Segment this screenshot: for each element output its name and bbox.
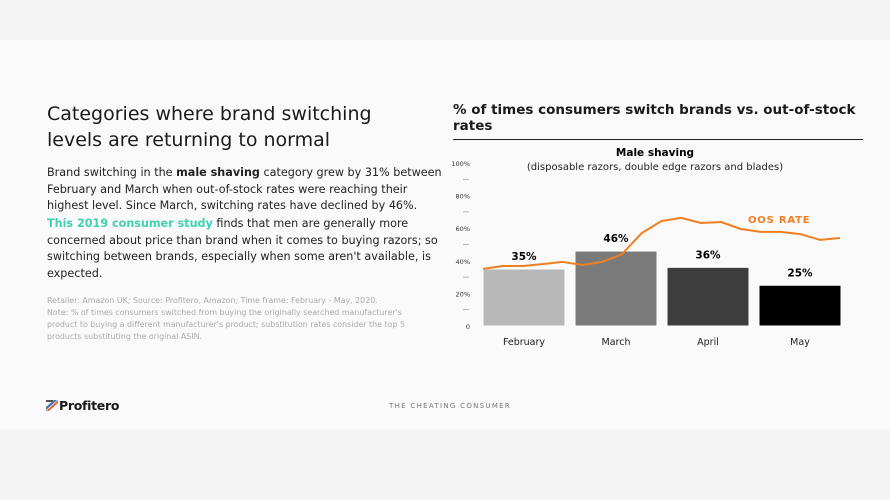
slide [0,40,890,430]
chart-heading: % of times consumers switch brands vs. o… [453,102,863,140]
oos-rate-line [482,216,841,270]
bar-data-label: 35% [511,251,537,263]
profitero-logo: Profitero [46,398,119,413]
slide-title: Categories where brand switching levels … [47,103,372,151]
bar-may [758,284,842,327]
y-tick-label: 100% [451,160,470,168]
source-line: Retailer: Amazon UK; Source: Profitero, … [47,296,378,305]
bold-text: male shaving [176,166,260,179]
y-tick-label: 60% [456,225,470,233]
y-tick-label: 80% [456,193,470,201]
logo-text: Profitero [59,398,120,413]
bar-february [482,268,566,327]
consumer-study-link[interactable]: This 2019 consumer study [47,217,213,230]
source-note: Retailer: Amazon UK; Source: Profitero, … [47,295,427,343]
bar-data-label: 25% [787,267,813,279]
chart-subtitle: (disposable razors, double edge razors a… [527,162,783,173]
text: Brand switching in the [47,166,177,179]
body-paragraph-1: Brand switching in the male shaving cate… [47,165,447,215]
x-tick-label: February [503,337,545,348]
body-paragraph-2: This 2019 consumer study finds that men … [47,216,447,282]
chart-title: Male shaving [616,147,694,159]
text: finds that men are generally more concer… [47,217,438,280]
text: category grew by 31% between February an… [47,166,442,212]
bar-data-label: 46% [603,233,629,245]
y-tick-label: 40% [456,258,470,266]
bar-march [574,250,658,327]
bar-line-chart: Male shaving (disposable razors, double … [451,147,842,348]
x-tick-label: March [602,337,631,348]
bar-data-label: 36% [695,249,721,261]
bar-april [666,266,750,327]
profitero-logo-icon [46,400,58,411]
x-tick-label: April [697,337,719,348]
x-tick-label: May [790,337,810,348]
y-tick-label: 0 [466,323,470,331]
line-legend-label: OOS RATE [748,215,810,226]
footer-text: THE CHEATING CONSUMER [389,402,512,410]
note-line: Note: % of times consumers switched from… [47,308,405,341]
y-tick-label: 20% [456,290,470,298]
